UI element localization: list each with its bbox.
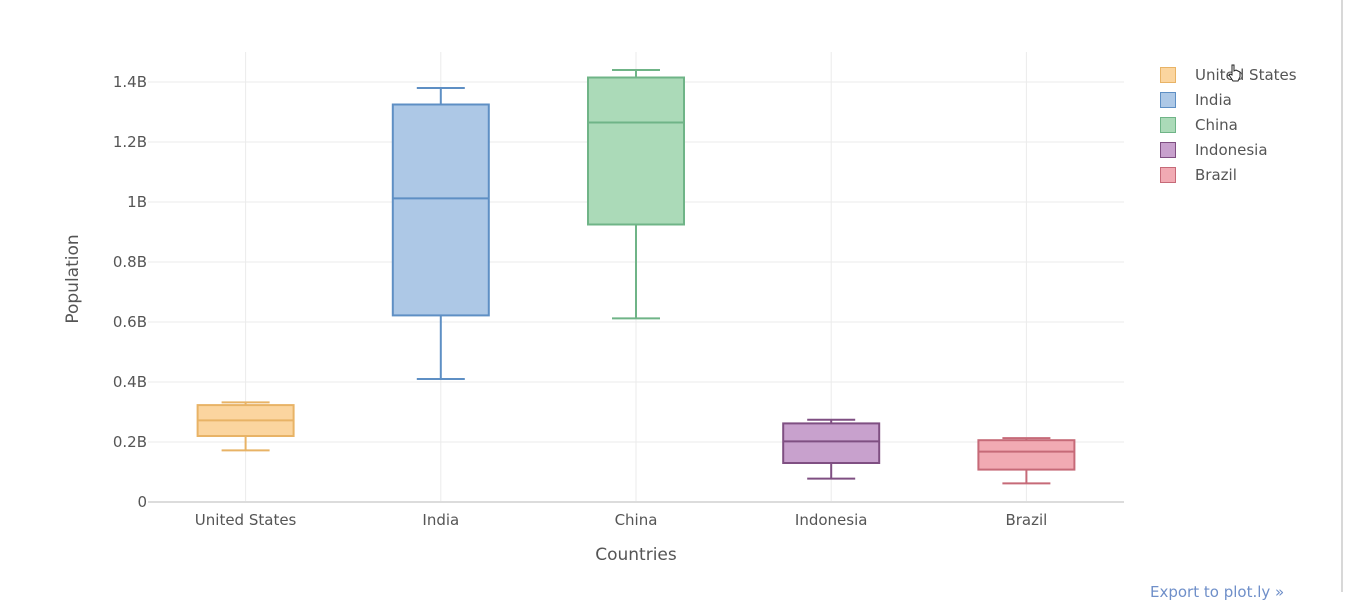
iqr-box [782,422,881,464]
box-brazil [977,437,1076,485]
legend-item-china[interactable]: China [1160,112,1297,137]
legend: United States India China Indonesia Brazil [1160,62,1297,187]
y-tick-label: 1B [127,193,147,211]
legend-label: India [1195,90,1232,109]
y-tick-label: 0.8B [113,253,147,271]
x-tick-label: Brazil [1005,511,1047,529]
y-tick-label: 1.2B [113,133,147,151]
y-tick-label: 0.4B [113,373,147,391]
axes: 0 0.2B 0.4B 0.6B 0.8B 1B 1.2B 1.4B United States… [63,73,1124,565]
x-tick-label: China [615,511,658,529]
iqr-box [391,103,490,317]
iqr-box [977,439,1076,471]
legend-item-brazil[interactable]: Brazil [1160,162,1297,187]
box-united-states [196,401,295,452]
x-tick-label: Indonesia [795,511,868,529]
box-traces [196,69,1076,485]
legend-label: China [1195,115,1238,134]
box-india [391,87,490,380]
x-axis-title: Countries [595,545,677,565]
legend-swatch [1160,141,1176,158]
legend-label: Brazil [1195,165,1237,184]
y-axis-title: Population [63,234,83,323]
legend-label: Indonesia [1195,140,1268,159]
box-china [587,69,685,320]
legend-swatch [1160,91,1176,108]
legend-label: United States [1195,65,1297,84]
export-link[interactable]: Export to plot.ly » [1150,583,1285,601]
iqr-box [587,76,685,226]
legend-swatch [1160,116,1176,133]
legend-item-india[interactable]: India [1160,87,1297,112]
legend-swatch [1160,166,1176,183]
y-tick-label: 0.6B [113,313,147,331]
page-divider [1341,0,1343,592]
legend-swatch [1160,66,1176,83]
y-tick-label: 0 [137,493,147,511]
hand-pointer-icon [1228,64,1241,82]
legend-item-indonesia[interactable]: Indonesia [1160,137,1297,162]
legend-item-united-states[interactable]: United States [1160,62,1297,87]
y-tick-label: 0.2B [113,433,147,451]
box-indonesia [782,418,881,480]
x-tick-label: United States [195,511,297,529]
y-tick-label: 1.4B [113,73,147,91]
x-tick-label: India [422,511,459,529]
